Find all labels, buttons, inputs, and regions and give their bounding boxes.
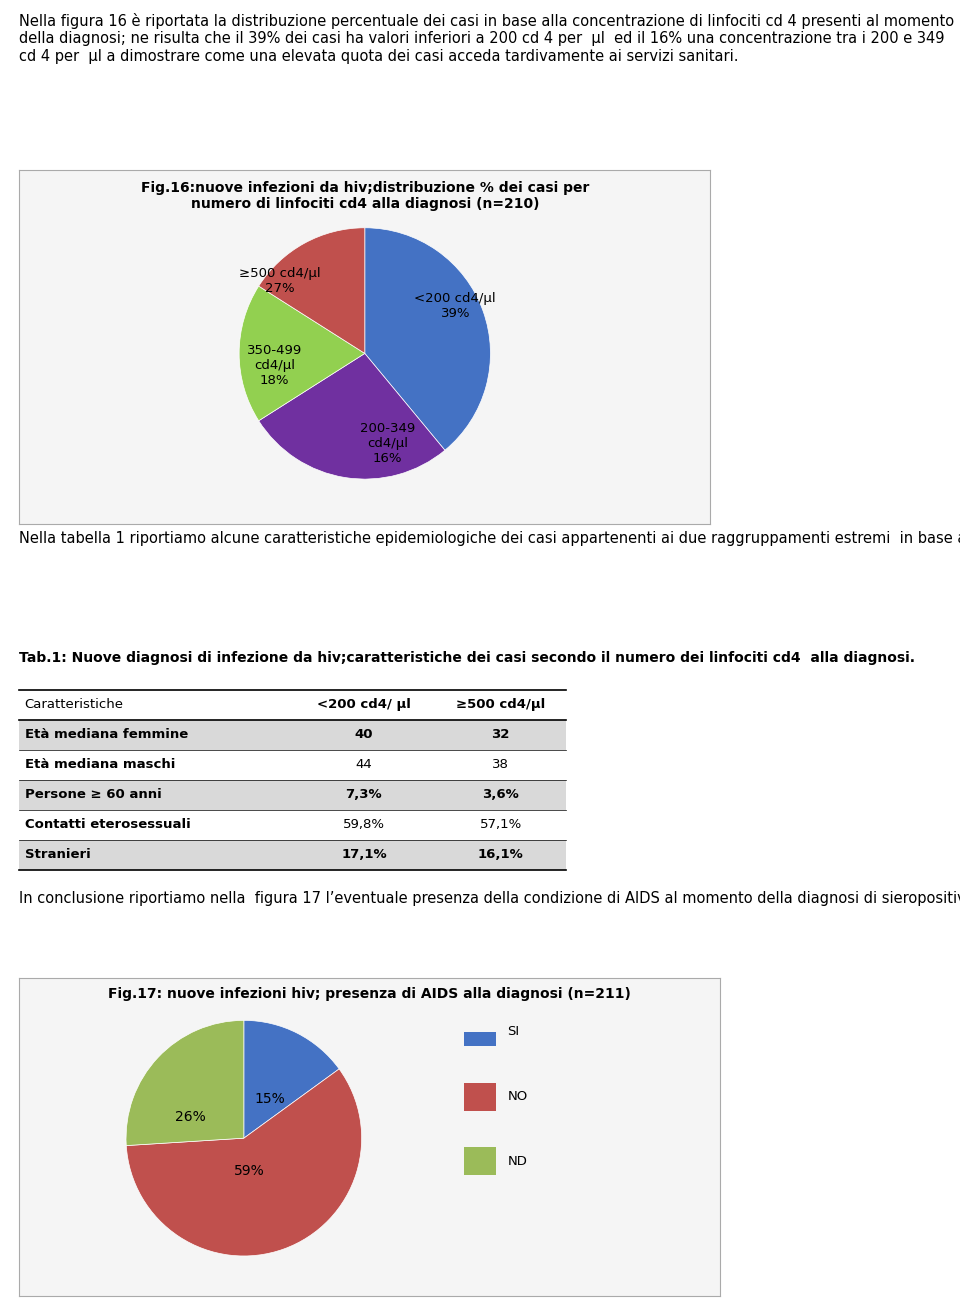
Wedge shape — [126, 1021, 244, 1145]
Text: In conclusione riportiamo nella  figura 17 l’eventuale presenza della condizione: In conclusione riportiamo nella figura 1… — [19, 890, 960, 906]
Text: 38: 38 — [492, 758, 509, 771]
Text: Tab.1: Nuove diagnosi di infezione da hiv;caratteristiche dei casi secondo il nu: Tab.1: Nuove diagnosi di infezione da hi… — [19, 651, 915, 665]
Text: 15%: 15% — [254, 1092, 285, 1106]
Text: <200 cd4/ μl: <200 cd4/ μl — [317, 699, 411, 711]
Text: NO: NO — [508, 1090, 528, 1103]
Text: Nella tabella 1 riportiamo alcune caratteristiche epidemiologiche dei casi appar: Nella tabella 1 riportiamo alcune caratt… — [19, 530, 960, 546]
Text: 17,1%: 17,1% — [341, 848, 387, 861]
Text: Età mediana maschi: Età mediana maschi — [25, 758, 175, 771]
FancyBboxPatch shape — [19, 720, 566, 750]
FancyBboxPatch shape — [19, 840, 566, 870]
Wedge shape — [365, 228, 491, 450]
Text: ≥500 cd4/μl
27%: ≥500 cd4/μl 27% — [238, 267, 321, 295]
FancyBboxPatch shape — [464, 1018, 496, 1046]
Wedge shape — [127, 1069, 362, 1255]
Text: SI: SI — [508, 1025, 519, 1038]
Wedge shape — [258, 228, 365, 353]
Text: Età mediana femmine: Età mediana femmine — [25, 728, 188, 741]
Wedge shape — [239, 287, 365, 420]
Text: Stranieri: Stranieri — [25, 848, 90, 861]
Text: 350-499
cd4/μl
18%: 350-499 cd4/μl 18% — [247, 344, 302, 387]
Text: Contatti eterosessuali: Contatti eterosessuali — [25, 818, 190, 831]
Text: Fig.16:nuove infezioni da hiv;distribuzione % dei casi per
numero di linfociti c: Fig.16:nuove infezioni da hiv;distribuzi… — [140, 181, 589, 211]
Text: 26%: 26% — [176, 1110, 206, 1124]
FancyBboxPatch shape — [19, 780, 566, 810]
Text: 57,1%: 57,1% — [480, 818, 522, 831]
Text: Nella figura 16 è riportata la distribuzione percentuale dei casi in base alla c: Nella figura 16 è riportata la distribuz… — [19, 13, 954, 64]
Text: Persone ≥ 60 anni: Persone ≥ 60 anni — [25, 788, 161, 801]
Text: Caratteristiche: Caratteristiche — [25, 699, 124, 711]
Text: 3,6%: 3,6% — [482, 788, 519, 801]
FancyBboxPatch shape — [464, 1148, 496, 1175]
Text: <200 cd4/μl
39%: <200 cd4/μl 39% — [415, 292, 496, 319]
Text: 59%: 59% — [234, 1164, 265, 1178]
Text: 7,3%: 7,3% — [346, 788, 382, 801]
Text: Fig.17: nuove infezioni hiv; presenza di AIDS alla diagnosi (n=211): Fig.17: nuove infezioni hiv; presenza di… — [108, 987, 631, 1001]
Text: 44: 44 — [355, 758, 372, 771]
Text: 32: 32 — [492, 728, 510, 741]
Text: ≥500 cd4/μl: ≥500 cd4/μl — [456, 699, 545, 711]
Text: 59,8%: 59,8% — [343, 818, 385, 831]
Text: 200-349
cd4/μl
16%: 200-349 cd4/μl 16% — [360, 423, 415, 466]
Text: 16,1%: 16,1% — [478, 848, 523, 861]
FancyBboxPatch shape — [464, 1083, 496, 1111]
Text: ND: ND — [508, 1155, 527, 1168]
Text: 40: 40 — [354, 728, 373, 741]
Wedge shape — [258, 353, 444, 479]
Wedge shape — [244, 1021, 339, 1138]
